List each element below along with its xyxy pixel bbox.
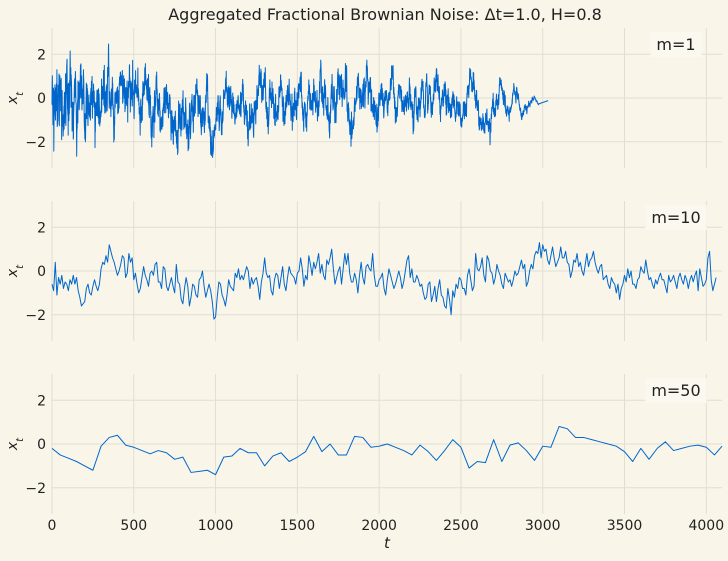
x-tick-label: 1000: [198, 518, 234, 534]
panel-label-box: [650, 32, 702, 57]
y-tick-label: −2: [25, 308, 46, 324]
y-axis-label-subscript: t: [15, 91, 26, 96]
panel-2: −2 0 2 xt m=10: [5, 201, 722, 341]
x-axis-label: t: [384, 534, 391, 552]
panel-3: −2 0 2 xt m=50 0 500 1000 1500 2000 2500 3000 3500 40…: [5, 374, 724, 552]
y-axis-label: xt: [5, 91, 26, 105]
x-tick-label: 0: [48, 518, 57, 534]
y-axis-label-subscript: t: [15, 264, 26, 269]
y-tick-label: −2: [25, 481, 46, 497]
series-line: [51, 242, 717, 320]
x-tick-label: 3000: [525, 518, 561, 534]
y-tick-label: 2: [37, 393, 46, 409]
x-tick-label: 1500: [280, 518, 316, 534]
y-axis-label-subscript: t: [15, 437, 26, 442]
panel-label-box: [645, 378, 707, 403]
panel-label: m=50: [651, 381, 700, 400]
x-tick-label: 2500: [443, 518, 479, 534]
y-tick-label: 0: [37, 437, 46, 453]
y-axis-label: xt: [5, 437, 26, 451]
y-tick-label: 0: [37, 91, 46, 107]
y-axis-label: xt: [5, 264, 26, 278]
x-tick-label: 3500: [607, 518, 643, 534]
x-tick-label: 2000: [361, 518, 397, 534]
x-tick-label: 500: [120, 518, 147, 534]
panel-label: m=10: [651, 208, 700, 227]
y-tick-label: 2: [37, 47, 46, 63]
y-tick-label: −2: [25, 135, 46, 151]
y-tick-label: 0: [37, 264, 46, 280]
series-line: [51, 426, 723, 476]
panel-label-box: [645, 205, 707, 230]
y-tick-label: 2: [37, 220, 46, 236]
panel-1: −2 0 2 xt m=1: [5, 28, 722, 168]
panel-label: m=1: [656, 35, 695, 54]
figure-title: Aggregated Fractional Brownian Noise: Δt…: [168, 5, 602, 24]
x-tick-label: 4000: [688, 518, 724, 534]
series-line: [51, 43, 549, 158]
